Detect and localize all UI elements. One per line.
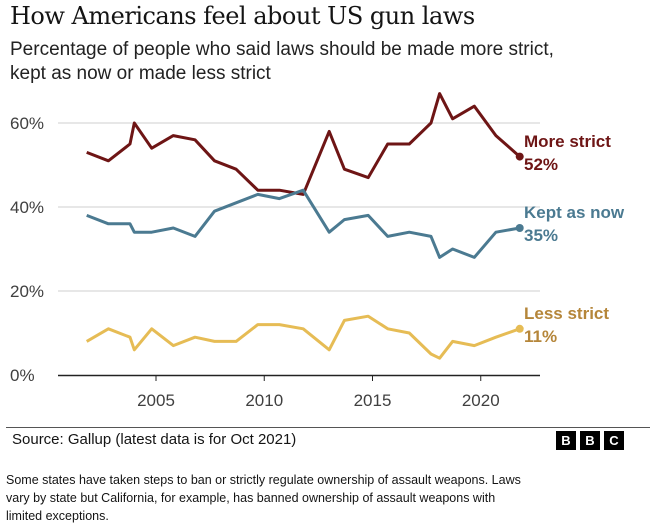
line-chart: 0% 20% 40% 60% 2005 2010 2015 2020 More strict… xyxy=(10,92,625,410)
bbc-logo-letter: B xyxy=(556,431,576,450)
series-label: Less strict xyxy=(524,304,609,323)
source-text: Source: Gallup (latest data is for Oct 2… xyxy=(12,431,297,448)
series-line-more-strict xyxy=(86,92,521,196)
bbc-logo-letter: C xyxy=(604,431,624,450)
x-tick-label: 2010 xyxy=(245,391,283,410)
chart-title: How Americans feel about US gun laws xyxy=(10,2,475,30)
series-labels: More strict 52% Kept as now 35% Less strict 1… xyxy=(524,132,625,346)
end-point-marker xyxy=(515,324,524,333)
y-axis-labels: 0% 20% 40% 60% xyxy=(10,114,44,385)
y-tick-label: 0% xyxy=(10,366,35,385)
series-line-less-strict xyxy=(85,314,521,360)
series-lines xyxy=(85,92,524,360)
y-tick-label: 60% xyxy=(10,114,44,133)
series-end-value: 11% xyxy=(524,327,557,346)
end-point-marker xyxy=(515,224,524,232)
end-point-marker xyxy=(515,152,524,161)
series-label: Kept as now xyxy=(524,203,625,222)
series-end-value: 52% xyxy=(524,155,558,174)
y-tick-label: 40% xyxy=(10,198,44,217)
y-tick-label: 20% xyxy=(10,282,44,301)
x-axis: 2005 2010 2015 2020 xyxy=(58,374,540,410)
series-line-kept-as-now xyxy=(86,188,520,259)
bbc-logo-letter: B xyxy=(580,431,600,450)
footer-divider xyxy=(6,427,650,428)
footnote: Some states have taken steps to ban or s… xyxy=(6,473,521,523)
x-tick-label: 2005 xyxy=(137,391,175,410)
x-tick-label: 2020 xyxy=(462,391,500,410)
chart-subtitle: Percentage of people who said laws shoul… xyxy=(10,39,554,84)
gridlines xyxy=(58,122,540,292)
bbc-logo: B B C xyxy=(556,431,624,450)
series-end-value: 35% xyxy=(524,226,558,245)
series-label: More strict xyxy=(524,132,611,151)
x-tick-label: 2015 xyxy=(354,391,392,410)
